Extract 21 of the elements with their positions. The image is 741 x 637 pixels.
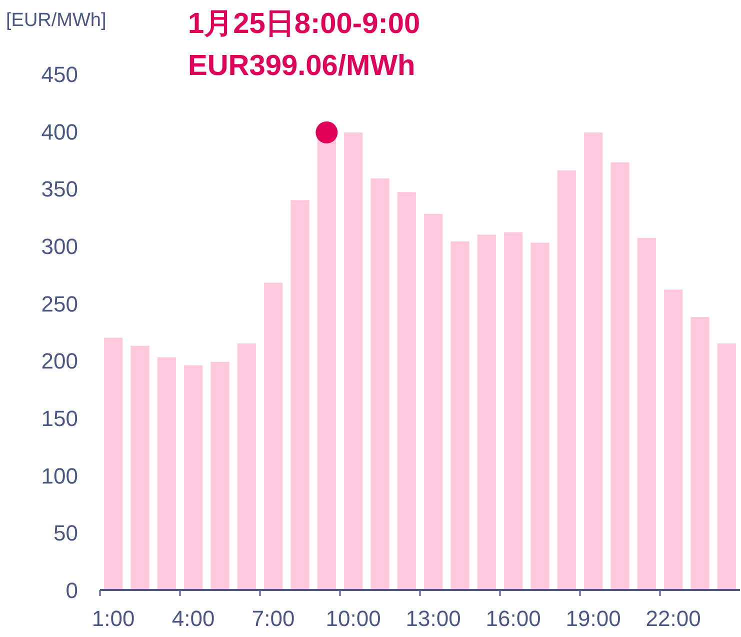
y-tick-label: 400 bbox=[41, 119, 78, 144]
x-tick-label: 1:00 bbox=[92, 606, 135, 631]
x-tick-label: 22:00 bbox=[646, 606, 701, 631]
x-tick-label: 10:00 bbox=[326, 606, 381, 631]
x-tick-label: 7:00 bbox=[252, 606, 295, 631]
y-tick-label: 250 bbox=[41, 291, 78, 316]
y-tick-label: 450 bbox=[41, 62, 78, 87]
y-tick-label: 150 bbox=[41, 406, 78, 431]
y-tick-label: 350 bbox=[41, 176, 78, 202]
x-tick-label: 4:00 bbox=[172, 606, 215, 631]
y-axis-title: [EUR/MWh] bbox=[6, 10, 106, 31]
x-tick-label: 19:00 bbox=[566, 606, 621, 631]
y-tick-label: 100 bbox=[41, 463, 78, 488]
y-tick-label: 300 bbox=[41, 234, 78, 259]
x-tick-label: 16:00 bbox=[486, 606, 541, 631]
y-tick-label: 50 bbox=[54, 520, 78, 546]
chart-subtitle: EUR399.06/MWh bbox=[188, 50, 416, 82]
y-tick-label: 0 bbox=[66, 578, 78, 603]
x-tick-label: 13:00 bbox=[406, 606, 461, 631]
chart-title: 1月25日8:00-9:00 bbox=[188, 8, 420, 40]
y-tick-label: 200 bbox=[41, 348, 78, 374]
